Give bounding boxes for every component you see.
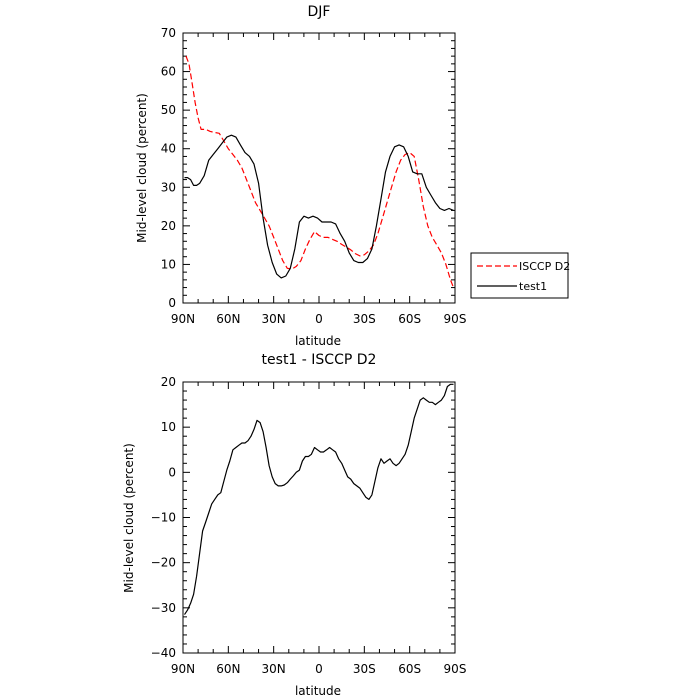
legend-label-isccp-d2: ISCCP D2 <box>519 260 570 273</box>
top-chart-xlabel: latitude <box>295 334 341 348</box>
top-y-tick-label: 60 <box>161 65 176 79</box>
bottom-y-tick-label: 20 <box>161 375 176 389</box>
top-x-tick-label: 30S <box>353 312 376 326</box>
top-x-tick-label: 60N <box>216 312 240 326</box>
top-series-line-test1 <box>184 134 454 279</box>
top-y-tick-label: 20 <box>161 219 176 233</box>
bottom-y-tick-label: 10 <box>161 420 176 434</box>
bottom-chart-panel: test1 - ISCCP D2 90N 60N 30N 0 30S 60S 90S −40 −… <box>122 352 466 698</box>
bottom-y-tick-label: −30 <box>151 601 176 615</box>
bottom-x-tick-label: 30S <box>353 662 376 676</box>
top-x-tick-label: 0 <box>315 312 323 326</box>
top-x-tick-label: 60S <box>398 312 421 326</box>
legend: ISCCP D2 test1 <box>470 252 570 299</box>
bottom-x-tick-label: 30N <box>262 662 286 676</box>
bottom-x-tick-label: 0 <box>315 662 323 676</box>
top-x-tick-label: 90S <box>444 312 467 326</box>
bottom-chart-ylabel: Mid-level cloud (percent) <box>122 443 136 593</box>
bottom-chart-title: test1 - ISCCP D2 <box>262 352 377 368</box>
top-chart-panel: DJF 90N 60N 30N 0 30S 60S 90S 0 10 20 30 40 50 60 70 l… <box>135 4 570 348</box>
top-chart-ylabel: Mid-level cloud (percent) <box>135 93 149 243</box>
top-plot-area: 90N 60N 30N 0 30S 60S 90S 0 10 20 30 40 50 60 70 <box>161 26 467 326</box>
top-y-tick-label: 50 <box>161 103 176 117</box>
top-y-tick-label: 30 <box>161 180 176 194</box>
bottom-y-tick-label: −20 <box>151 556 176 570</box>
bottom-plot-frame <box>182 381 456 654</box>
top-x-tick-label: 30N <box>262 312 286 326</box>
legend-label-test1: test1 <box>519 280 547 293</box>
legend-box <box>470 252 569 299</box>
top-y-tick-label: 40 <box>161 142 176 156</box>
top-x-tick-label: 90N <box>171 312 195 326</box>
top-y-tick-label: 0 <box>168 296 176 310</box>
bottom-plot-area: 90N 60N 30N 0 30S 60S 90S −40 −30 −20 −10 0 10 20 <box>151 375 467 676</box>
top-series-line-isccp-d2 <box>185 55 455 288</box>
bottom-x-tick-label: 90S <box>444 662 467 676</box>
bottom-y-tick-label: 0 <box>168 465 176 479</box>
bottom-y-tick-label: −40 <box>151 646 176 660</box>
top-y-tick-label: 10 <box>161 257 176 271</box>
bottom-series-line-series-0 <box>184 383 454 615</box>
bottom-x-tick-label: 60N <box>216 662 240 676</box>
bottom-x-tick-label: 90N <box>171 662 195 676</box>
bottom-x-tick-label: 60S <box>398 662 421 676</box>
top-plot-frame <box>182 32 456 304</box>
bottom-chart-xlabel: latitude <box>295 684 341 698</box>
top-chart-title: DJF <box>308 4 331 20</box>
bottom-y-tick-label: −10 <box>151 511 176 525</box>
top-y-tick-label: 70 <box>161 26 176 40</box>
